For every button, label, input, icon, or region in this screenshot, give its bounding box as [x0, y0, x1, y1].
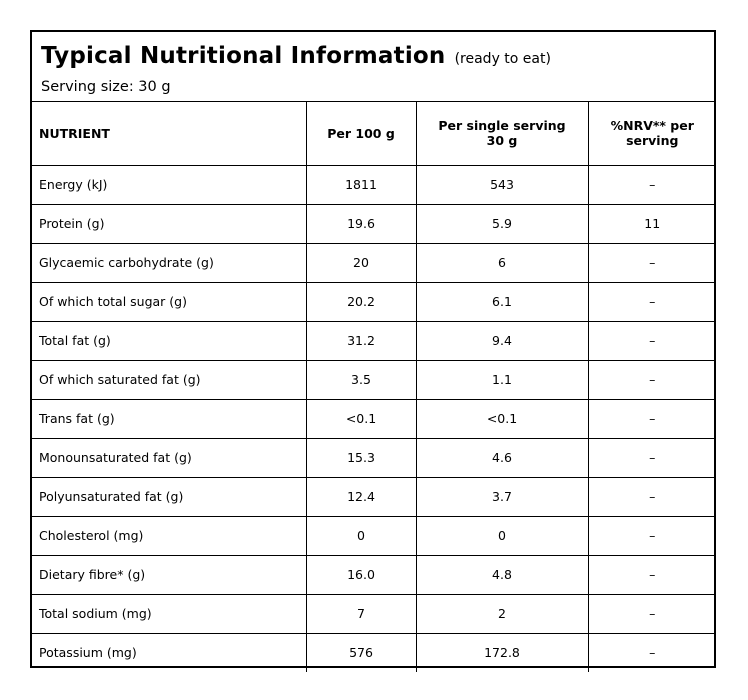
table-row: Monounsaturated fat (g) 15.3 4.6–: [32, 438, 716, 478]
panel-header: Typical Nutritional Information (ready t…: [32, 32, 714, 102]
per-serving-cell: 3.7: [416, 477, 589, 517]
table-row: Of which saturated fat (g) 3.5 1.1–: [32, 360, 716, 400]
nrv-cell: –: [588, 282, 716, 322]
nrv-cell: –: [588, 438, 716, 478]
nrv-cell: –: [588, 555, 716, 595]
column-header-nrv: %NRV** per serving: [588, 102, 716, 166]
nutrient-name-cell: Total fat (g): [32, 321, 307, 361]
per-serving-cell: 9.4: [416, 321, 589, 361]
nutrient-name-cell: Total sodium (mg): [32, 594, 307, 634]
per-serving-cell: 172.8: [416, 633, 589, 672]
per-serving-cell: 543: [416, 165, 589, 205]
table-row: Of which total sugar (g) 20.2 6.1–: [32, 282, 716, 322]
per-100g-cell: 7: [306, 594, 417, 634]
nrv-cell: 11: [588, 204, 716, 244]
column-header-per-serving: Per single serving 30 g: [416, 102, 589, 166]
per-100g-cell: 576: [306, 633, 417, 672]
nrv-cell: –: [588, 243, 716, 283]
table-row: Total sodium (mg) 7 2–: [32, 594, 716, 634]
per-serving-cell: 5.9: [416, 204, 589, 244]
title-line: Typical Nutritional Information (ready t…: [41, 42, 714, 73]
per-serving-cell: 4.8: [416, 555, 589, 595]
nrv-cell: –: [588, 399, 716, 439]
per-serving-cell: 2: [416, 594, 589, 634]
table-row: Trans fat (g) <0.1 <0.1–: [32, 399, 716, 439]
per-100g-cell: 20: [306, 243, 417, 283]
per-100g-cell: 15.3: [306, 438, 417, 478]
table-body: Energy (kJ) 1811 543– Protein (g) 19.6 5.9 11 G…: [32, 165, 716, 672]
page-title: Typical Nutritional Information: [41, 43, 446, 69]
title-note: (ready to eat): [454, 51, 551, 67]
per-100g-cell: 12.4: [306, 477, 417, 517]
column-header-nrv-line2: serving: [626, 133, 679, 149]
table-row: Energy (kJ) 1811 543–: [32, 165, 716, 205]
column-header-per-serving-line1: Per single serving: [438, 118, 566, 134]
column-header-per-100g: Per 100 g: [306, 102, 417, 166]
per-100g-cell: 20.2: [306, 282, 417, 322]
serving-size: Serving size: 30 g: [41, 79, 171, 95]
column-header-nrv-line1: %NRV** per: [610, 118, 694, 134]
nrv-cell: –: [588, 594, 716, 634]
table-row: Potassium (mg) 576 172.8 –: [32, 633, 716, 672]
per-100g-cell: 0: [306, 516, 417, 556]
nrv-cell: –: [649, 645, 656, 661]
table-row: Polyunsaturated fat (g) 12.4 3.7–: [32, 477, 716, 517]
nrv-cell: –: [588, 360, 716, 400]
table-row: Glycaemic carbohydrate (g) 20 6–: [32, 243, 716, 283]
per-100g-cell: 19.6: [306, 204, 417, 244]
per-serving-cell: 4.6: [416, 438, 589, 478]
nrv-cell: –: [588, 516, 716, 556]
per-serving-cell: 0: [416, 516, 589, 556]
nutrient-name-cell: Dietary fibre* (g): [32, 555, 307, 595]
nutrient-name-cell: Of which saturated fat (g): [32, 360, 307, 400]
nrv-cell: –: [588, 165, 716, 205]
per-serving-cell: 1.1: [416, 360, 589, 400]
table-row: Dietary fibre* (g) 16.0 4.8–: [32, 555, 716, 595]
per-serving-cell: 6: [416, 243, 589, 283]
column-header-per-serving-line2: 30 g: [486, 133, 518, 149]
per-serving-cell: <0.1: [416, 399, 589, 439]
per-serving-cell: 6.1: [416, 282, 589, 322]
table-row: Protein (g) 19.6 5.9 11: [32, 204, 716, 244]
per-100g-cell: 1811: [306, 165, 417, 205]
per-100g-cell: 16.0: [306, 555, 417, 595]
nutrient-name-cell: Monounsaturated fat (g): [32, 438, 307, 478]
nutrition-table: NUTRIENT Per 100 g Per single serving 30…: [32, 102, 716, 672]
nutrient-name-cell: Potassium (mg): [32, 633, 307, 672]
nutrient-name-cell: Protein (g): [32, 204, 307, 244]
per-100g-cell: 3.5: [306, 360, 417, 400]
nrv-cell: –: [588, 321, 716, 361]
per-100g-cell: <0.1: [306, 399, 417, 439]
table-header-row: NUTRIENT Per 100 g Per single serving 30…: [32, 102, 716, 166]
nutrient-name-cell: Cholesterol (mg): [32, 516, 307, 556]
nutrient-name-cell: Glycaemic carbohydrate (g): [32, 243, 307, 283]
per-100g-cell: 31.2: [306, 321, 417, 361]
nrv-cell: –: [588, 477, 716, 517]
table-row: Total fat (g) 31.2 9.4–: [32, 321, 716, 361]
column-header-nutrient: NUTRIENT: [32, 102, 307, 166]
nutrient-name-cell: Trans fat (g): [32, 399, 307, 439]
nutrient-name-cell: Energy (kJ): [32, 165, 307, 205]
nutrient-name-cell: Polyunsaturated fat (g): [32, 477, 307, 517]
nutrition-panel: Typical Nutritional Information (ready t…: [30, 30, 716, 672]
nutrient-name-cell: Of which total sugar (g): [32, 282, 307, 322]
table-row: Cholesterol (mg) 0 0–: [32, 516, 716, 556]
